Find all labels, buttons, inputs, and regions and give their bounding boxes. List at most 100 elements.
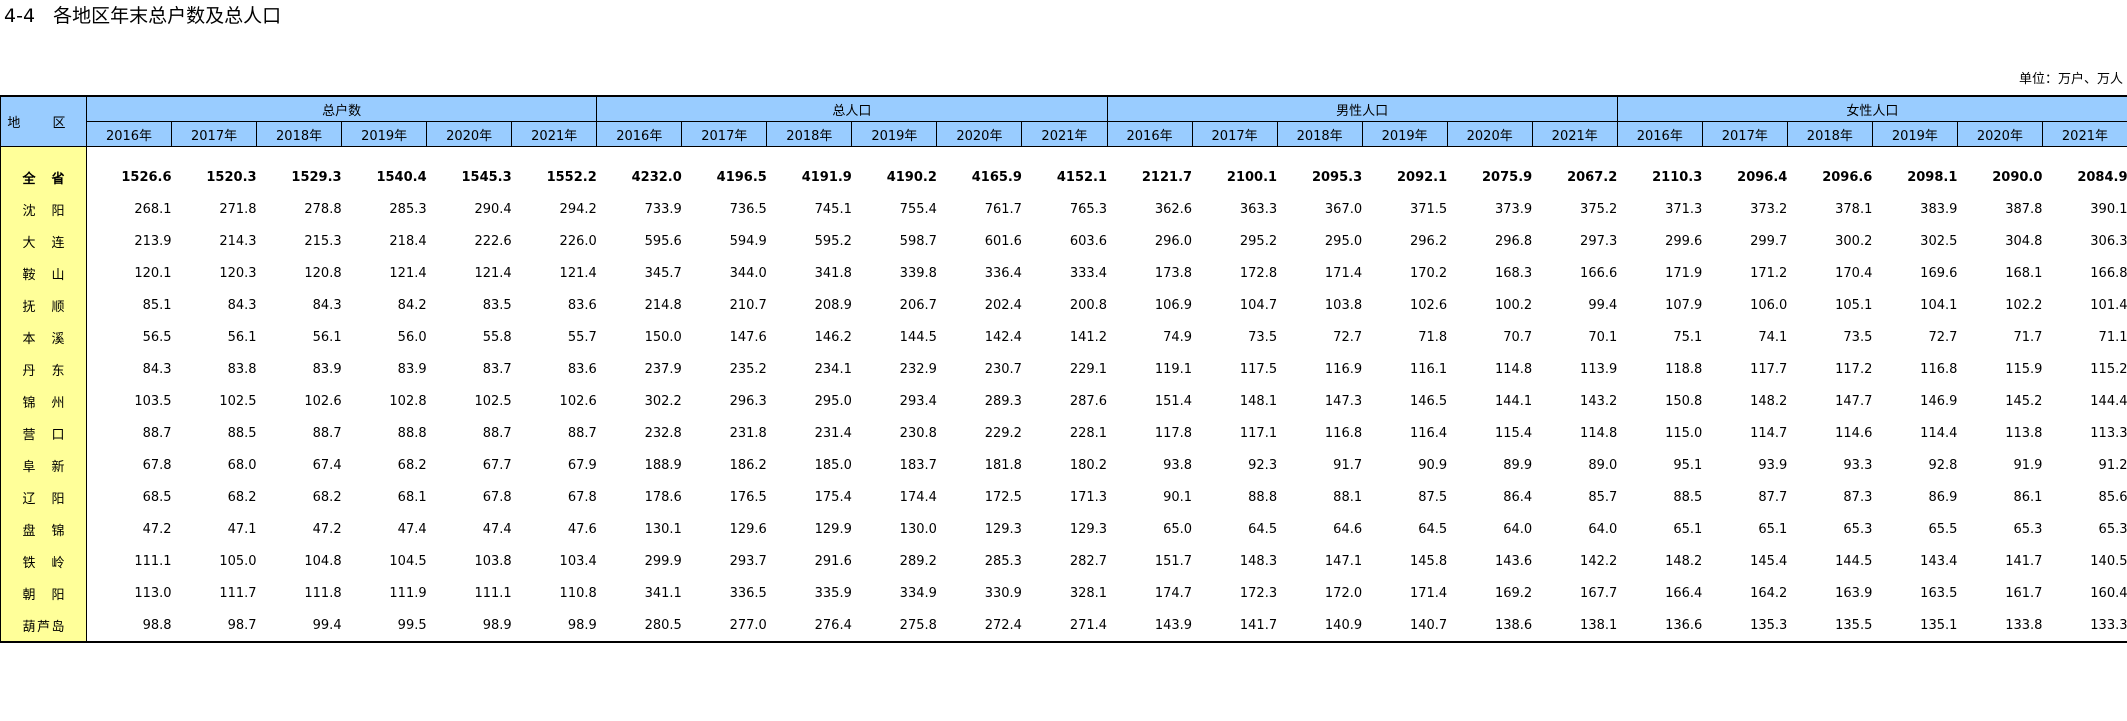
- value-cell: 83.5: [482, 297, 512, 313]
- region-char: 鞍: [22, 267, 36, 283]
- value-cell: 232.9: [899, 361, 937, 377]
- value-cell: 335.9: [814, 585, 852, 601]
- value-cell: 146.9: [1920, 393, 1958, 409]
- spacer-cell: [2042, 147, 2127, 162]
- value-cell: 114.8: [1580, 425, 1618, 441]
- region-column-header: 地 区: [0, 95, 87, 147]
- region-char: 锦: [51, 523, 65, 539]
- region-name: 盘锦: [23, 520, 65, 539]
- value-cell: 213.9: [134, 233, 172, 249]
- year-header: 2021年: [511, 121, 598, 147]
- region-name: 葫芦岛: [23, 616, 65, 635]
- value-cell: 105.1: [1835, 297, 1873, 313]
- value-cell: 88.7: [142, 425, 172, 441]
- value-cell: 2075.9: [1482, 169, 1533, 185]
- value-cell: 68.0: [227, 457, 257, 473]
- value-cell: 110.8: [559, 585, 597, 601]
- value-cell: 304.8: [2005, 233, 2043, 249]
- year-header: 2021年: [2041, 121, 2127, 147]
- value-cell: 231.8: [729, 425, 767, 441]
- year-header: 2019年: [1361, 121, 1448, 147]
- value-cell: 102.6: [559, 393, 597, 409]
- value-cell: 228.1: [1069, 425, 1108, 441]
- value-cell: 295.2: [1239, 233, 1278, 249]
- value-cell: 106.0: [1750, 297, 1788, 313]
- value-cell: 113.0: [134, 585, 172, 601]
- region-cell: 葫芦岛: [0, 609, 87, 643]
- table-row: 阜新 67.8 68.0 67.4 68.2 67.7 67.9 188.9 186.2 185.…: [0, 449, 2127, 481]
- value-cell: 291.6: [814, 553, 852, 569]
- value-cell: 104.5: [389, 553, 427, 569]
- value-cell: 117.2: [1835, 361, 1873, 377]
- region-char: 州: [51, 395, 65, 411]
- value-cell: 299.6: [1665, 233, 1703, 249]
- value-cell: 147.3: [1324, 393, 1363, 409]
- value-cell: 4232.0: [631, 169, 682, 185]
- spacer-cell: [172, 147, 257, 162]
- value-cell: 160.4: [2090, 585, 2127, 601]
- spacer-cell: [1277, 147, 1362, 162]
- value-cell: 148.3: [1239, 553, 1278, 569]
- value-cell: 121.4: [474, 265, 512, 281]
- value-cell: 171.4: [1409, 585, 1448, 601]
- region-char: 省: [51, 171, 65, 187]
- value-cell: 736.5: [729, 201, 767, 217]
- value-cell: 68.2: [312, 489, 342, 505]
- value-cell: 206.7: [899, 297, 937, 313]
- spacer-cell: [767, 147, 852, 162]
- region-name: 锦州: [23, 392, 65, 411]
- value-cell: 755.4: [899, 201, 937, 217]
- value-cell: 170.4: [1835, 265, 1873, 281]
- value-cell: 4152.1: [1056, 169, 1108, 185]
- value-cell: 119.1: [1154, 361, 1193, 377]
- value-cell: 229.2: [984, 425, 1022, 441]
- value-cell: 67.8: [567, 489, 597, 505]
- value-cell: 151.4: [1154, 393, 1193, 409]
- value-cell: 186.2: [729, 457, 767, 473]
- value-cell: 85.1: [142, 297, 172, 313]
- value-cell: 106.9: [1154, 297, 1193, 313]
- value-cell: 83.7: [482, 361, 512, 377]
- value-cell: 171.9: [1665, 265, 1703, 281]
- region-char: 岭: [51, 555, 65, 571]
- region-char: 葫: [22, 619, 36, 635]
- value-cell: 129.9: [814, 521, 852, 537]
- year-header: 2020年: [1446, 121, 1533, 147]
- year-header: 2021年: [1021, 121, 1108, 147]
- region-cell: 铁岭: [0, 545, 87, 577]
- value-cell: 88.8: [1248, 489, 1278, 505]
- region-char: 锦: [22, 395, 36, 411]
- value-cell: 104.7: [1239, 297, 1278, 313]
- value-cell: 231.4: [814, 425, 852, 441]
- value-cell: 84.3: [312, 297, 342, 313]
- value-cell: 150.0: [644, 329, 682, 345]
- group-header-3: 女性人口: [1616, 95, 2127, 122]
- value-cell: 88.8: [397, 425, 427, 441]
- spacer-cell: [257, 147, 342, 162]
- value-cell: 56.0: [397, 329, 427, 345]
- value-cell: 163.5: [1920, 585, 1958, 601]
- value-cell: 95.1: [1673, 457, 1703, 473]
- value-cell: 99.4: [256, 609, 342, 643]
- value-cell: 136.6: [1617, 609, 1703, 643]
- value-cell: 378.1: [1835, 201, 1873, 217]
- value-cell: 120.3: [219, 265, 257, 281]
- value-cell: 115.2: [2090, 361, 2127, 377]
- value-cell: 169.6: [1920, 265, 1958, 281]
- value-cell: 84.3: [142, 361, 172, 377]
- value-cell: 144.5: [899, 329, 937, 345]
- value-cell: 171.2: [1750, 265, 1788, 281]
- value-cell: 68.5: [142, 489, 172, 505]
- spacer-cell: [1022, 147, 1107, 162]
- value-cell: 135.5: [1787, 609, 1873, 643]
- region-char: 东: [51, 363, 65, 379]
- value-cell: 105.0: [219, 553, 257, 569]
- value-cell: 103.4: [559, 553, 597, 569]
- value-cell: 117.5: [1239, 361, 1278, 377]
- value-cell: 56.1: [227, 329, 257, 345]
- value-cell: 47.2: [142, 521, 172, 537]
- value-cell: 295.0: [814, 393, 852, 409]
- value-cell: 4190.2: [886, 169, 937, 185]
- value-cell: 65.3: [2098, 521, 2127, 537]
- value-cell: 99.5: [341, 609, 427, 643]
